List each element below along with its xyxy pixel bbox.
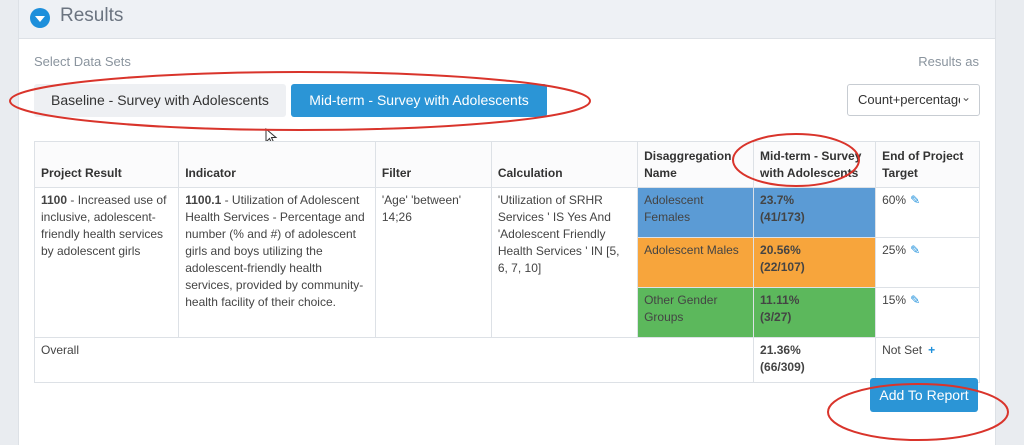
baseline-dataset-button[interactable]: Baseline - Survey with Adolescents (34, 84, 286, 117)
results-table: Project Result Indicator Filter Calculat… (33, 141, 980, 383)
chevron-down-icon[interactable] (30, 8, 50, 28)
filter-cell: 'Age' 'between' 14;26 (374, 187, 492, 338)
col-filter: Filter (374, 141, 492, 188)
midterm-count: (41/173) (760, 210, 805, 224)
disagg-name-cell: Other Gender Groups (637, 287, 755, 338)
midterm-value-cell: 23.7% (41/173) (753, 187, 877, 238)
pencil-icon[interactable]: ✎ (910, 293, 921, 307)
col-target: End of Project Target (875, 141, 980, 188)
col-project-result: Project Result (33, 141, 180, 188)
target-value: 15% (882, 293, 907, 307)
target-cell: 15% ✎ (875, 287, 980, 338)
midterm-pct: 20.56% (760, 243, 801, 257)
calculation-cell: 'Utilization of SRHR Services ' IS Yes A… (490, 187, 639, 338)
page-title: Results (60, 5, 124, 26)
overall-target-value: Not Set (882, 343, 923, 357)
add-to-report-button[interactable]: Add To Report (870, 378, 978, 412)
table-row: Adolescent Males 20.56% (22/107) 25% ✎ (35, 237, 980, 288)
overall-count: (66/309) (760, 360, 805, 374)
overall-value-cell: 21.36% (66/309) (753, 337, 877, 383)
midterm-pct: 23.7% (760, 193, 795, 207)
col-calculation: Calculation (490, 141, 639, 188)
target-cell: 25% ✎ (875, 237, 980, 288)
target-value: 25% (882, 243, 907, 257)
overall-label: Overall (33, 337, 755, 383)
overall-target-cell: Not Set + (875, 337, 980, 383)
results-as-label: Results as (918, 54, 979, 69)
disagg-name-cell: Adolescent Females (637, 187, 755, 238)
table-row: Other Gender Groups 11.11% (3/27) 15% ✎ (35, 287, 980, 338)
midterm-count: (3/27) (760, 310, 792, 324)
result-text: - Increased use of inclusive, adolescent… (41, 193, 167, 258)
col-indicator: Indicator (178, 141, 376, 188)
target-value: 60% (882, 193, 907, 207)
indicator-cell: 1100.1 - Utilization of Adolescent Healt… (178, 187, 376, 338)
col-midterm: Mid-term - Survey with Adolescents (753, 141, 877, 188)
table-header-row: Project Result Indicator Filter Calculat… (33, 141, 980, 188)
plus-icon[interactable]: + (928, 343, 936, 357)
panel-header: Results (19, 0, 995, 39)
midterm-dataset-button[interactable]: Mid-term - Survey with Adolescents (291, 84, 547, 117)
target-cell: 60% ✎ (875, 187, 980, 238)
results-panel: Results Select Data Sets Results as Base… (18, 0, 996, 445)
result-code: 1100 (41, 193, 68, 207)
select-data-sets-label: Select Data Sets (34, 54, 131, 69)
indicator-code: 1100.1 (185, 193, 222, 207)
results-as-value: Count+percentage (858, 92, 960, 107)
disagg-name-cell: Adolescent Males (637, 237, 755, 288)
chevron-down-icon: ⌄ (960, 90, 971, 104)
midterm-value-cell: 11.11% (3/27) (753, 287, 877, 338)
overall-row: Overall 21.36% (66/309) Not Set + (33, 337, 980, 383)
midterm-count: (22/107) (760, 260, 805, 274)
project-result-cell: 1100 - Increased use of inclusive, adole… (33, 187, 180, 338)
pencil-icon[interactable]: ✎ (910, 193, 921, 207)
midterm-pct: 11.11% (760, 293, 800, 307)
pencil-icon[interactable]: ✎ (910, 243, 921, 257)
results-as-select[interactable]: Count+percentage ⌄ (847, 84, 980, 116)
overall-pct: 21.36% (760, 343, 801, 357)
col-disaggregation-name: Disaggregation Name (637, 141, 755, 188)
table-row: 1100 - Increased use of inclusive, adole… (33, 187, 980, 338)
midterm-value-cell: 20.56% (22/107) (753, 237, 877, 288)
indicator-text: - Utilization of Adolescent Health Servi… (185, 193, 365, 309)
